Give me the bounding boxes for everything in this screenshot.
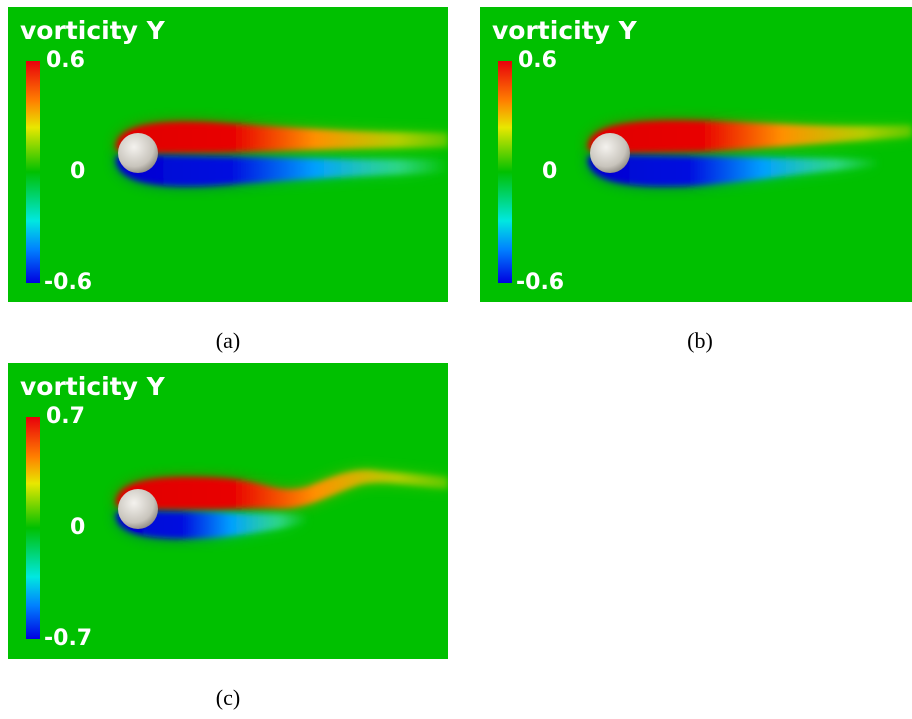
title: vorticity Y xyxy=(492,16,638,45)
wake-positive xyxy=(115,470,448,509)
caption: (a) xyxy=(216,328,240,353)
field xyxy=(8,7,448,302)
title: vorticity Y xyxy=(20,16,166,45)
background xyxy=(480,7,912,302)
field xyxy=(480,7,912,302)
wake-negative xyxy=(115,511,308,539)
colorbar-zero: 0 xyxy=(542,159,557,184)
background xyxy=(8,363,448,659)
sphere xyxy=(118,489,158,529)
sphere xyxy=(118,133,158,173)
colorbar-max: 0.6 xyxy=(46,48,85,73)
colorbar xyxy=(498,61,512,283)
field xyxy=(8,363,448,659)
panel: vorticity Y 0.7 0 -0.7 xyxy=(8,363,448,659)
wake-negative xyxy=(587,155,880,187)
colorbar-max: 0.6 xyxy=(518,48,557,73)
wake-positive xyxy=(587,120,912,153)
title: vorticity Y xyxy=(20,372,166,401)
colorbar xyxy=(26,417,40,639)
colorbar-zero: 0 xyxy=(70,515,85,540)
colorbar-max: 0.7 xyxy=(46,404,85,429)
colorbar-min: -0.7 xyxy=(44,626,92,651)
panel: vorticity Y 0.6 0 -0.6 xyxy=(480,7,912,302)
caption: (b) xyxy=(687,328,713,353)
caption: (c) xyxy=(216,685,240,710)
colorbar-zero: 0 xyxy=(70,159,85,184)
wake-negative xyxy=(115,155,448,187)
wake-positive xyxy=(115,121,448,153)
background xyxy=(8,7,448,302)
sphere xyxy=(590,133,630,173)
colorbar-min: -0.6 xyxy=(516,270,564,295)
colorbar xyxy=(26,61,40,283)
panel: vorticity Y 0.6 0 -0.6 xyxy=(8,7,448,302)
colorbar-min: -0.6 xyxy=(44,270,92,295)
